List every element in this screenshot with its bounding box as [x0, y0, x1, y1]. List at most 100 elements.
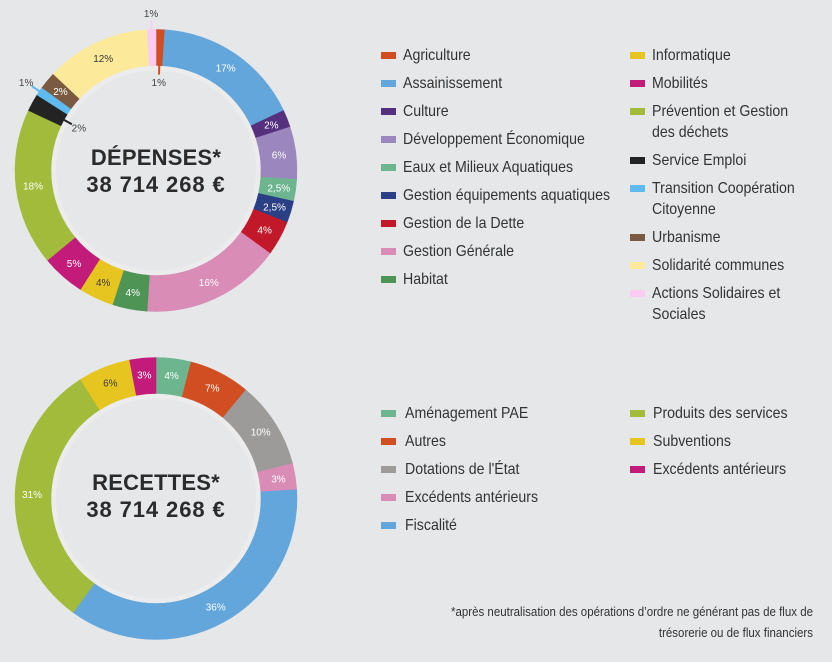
- legend-label: Gestion de la Dette: [403, 215, 525, 232]
- recettes-legend-column-1: Aménagement PAE Autres Dotations de l'État…: [381, 403, 555, 543]
- legend-label: Excédents antérieurs: [653, 461, 787, 478]
- legend-swatch-icon: [381, 80, 396, 87]
- slice-label-produits-des-services: 31%: [22, 490, 42, 501]
- slice-label-excedents-anterieurs: 3%: [271, 475, 286, 486]
- leader-line-service-emploi: [63, 119, 73, 126]
- legend-item-gestion-de-la-dette: Gestion de la Dette: [381, 213, 637, 234]
- legend-label: Mobilités: [652, 75, 708, 92]
- depenses-title: DÉPENSES*: [90, 145, 222, 170]
- legend-swatch-icon: [630, 52, 645, 59]
- legend-item-autres: Autres: [381, 431, 555, 452]
- legend-label: Gestion équipements aquatiques: [403, 187, 611, 204]
- legend-item-excedents-anterieurs: Excédents antérieurs: [381, 487, 555, 508]
- legend-label: Autres: [405, 433, 446, 450]
- recettes-total-amount: 38 714 268 €: [86, 497, 226, 522]
- legend-swatch-icon: [381, 136, 396, 143]
- slice-label-mobilites: 5%: [67, 259, 82, 270]
- legend-item-eaux-et-milieux-aquatiques: Eaux et Milieux Aquatiques: [381, 157, 637, 178]
- recettes-title: RECETTES*: [92, 470, 220, 495]
- legend-label: Développement Économique: [403, 131, 585, 148]
- legend-swatch-icon: [381, 466, 396, 473]
- legend-item-prevention-et-gestion-des-dechets: Prévention et Gestion des déchets: [630, 101, 822, 143]
- legend-swatch-icon: [381, 52, 396, 59]
- slice-actions-solidaires-et-sociales: [146, 29, 157, 66]
- legend-label: Subventions: [653, 433, 731, 450]
- legend-item-actions-solidaires-et-sociales: Actions Solidaires et Sociales: [630, 283, 822, 325]
- legend-swatch-icon: [381, 108, 396, 115]
- legend-swatch-icon: [630, 290, 645, 297]
- slice-label-developpement-economique: 6%: [272, 150, 287, 161]
- slice-label-habitat: 4%: [126, 288, 141, 299]
- legend-swatch-icon: [630, 80, 645, 87]
- legend-item-gestion-equipements-aquatiques: Gestion équipements aquatiques: [381, 185, 637, 206]
- legend-swatch-icon: [381, 438, 396, 445]
- legend-label: Informatique: [652, 47, 731, 64]
- slice-label-dotations-de-l-etat: 10%: [251, 428, 271, 439]
- legend-item-excedents-anterieurs: Excédents antérieurs: [630, 459, 823, 480]
- footnote: *après neutralisation des opérations d’o…: [450, 604, 813, 640]
- legend-label: Gestion Générale: [403, 243, 514, 260]
- legend-label: Agriculture: [403, 47, 471, 64]
- legend-label: Culture: [403, 103, 449, 120]
- depenses-legend-column-1: Agriculture Assainissement Culture Développ…: [381, 45, 637, 297]
- legend-swatch-icon: [381, 164, 396, 171]
- legend-swatch-icon: [630, 410, 645, 417]
- legend-item-amenagement-pae: Aménagement PAE: [381, 403, 555, 424]
- slice-label-service-emploi: 2%: [72, 124, 87, 135]
- legend-swatch-icon: [381, 410, 396, 417]
- legend-swatch-icon: [381, 494, 396, 501]
- legend-label: Aménagement PAE: [405, 405, 529, 422]
- slice-label-informatique: 4%: [96, 278, 111, 289]
- legend-swatch-icon: [630, 466, 645, 473]
- legend-item-culture: Culture: [381, 101, 637, 122]
- slice-label-agriculture: 1%: [152, 78, 167, 89]
- legend-label: Produits des services: [653, 405, 788, 422]
- slice-fiscalite: [72, 489, 298, 640]
- legend-swatch-icon: [630, 262, 645, 269]
- legend-item-mobilites: Mobilités: [630, 73, 822, 94]
- legend-label: Urbanisme: [652, 229, 721, 246]
- slice-label-gestion-equipements-aquatiques: 2,5%: [263, 202, 286, 213]
- legend-item-agriculture: Agriculture: [381, 45, 637, 66]
- legend-label: Dotations de l'État: [405, 461, 520, 478]
- slice-label-transition-cooperation-citoyenne: 1%: [19, 78, 34, 89]
- slice-label-subventions: 6%: [103, 379, 118, 390]
- legend-swatch-icon: [381, 248, 396, 255]
- legend-item-dotations-de-l-etat: Dotations de l'État: [381, 459, 555, 480]
- legend-label: Assainissement: [403, 75, 503, 92]
- legend-swatch-icon: [381, 192, 396, 199]
- recettes-donut: 4% 7% 10% 3% 36% 31% 6% 3%: [14, 357, 298, 640]
- donut-inner-shade: [51, 65, 261, 276]
- legend-item-developpement-economique: Développement Économique: [381, 129, 637, 150]
- legend-label: Actions Solidaires et Sociales: [652, 285, 781, 323]
- slice-label-amenagement-pae: 4%: [164, 371, 179, 382]
- slice-label-fiscalite: 36%: [206, 603, 226, 614]
- legend-label: Prévention et Gestion des déchets: [652, 103, 789, 141]
- legend-swatch-icon: [381, 220, 396, 227]
- slice-label-actions-solidaires-et-sociales: 1%: [144, 9, 159, 20]
- legend-swatch-icon: [630, 185, 645, 192]
- slice-label-prevention-et-gestion-des-dechets: 18%: [23, 182, 43, 193]
- slice-assainissement: [162, 29, 284, 127]
- donut-inner-shade: [51, 393, 261, 604]
- legend-swatch-icon: [381, 522, 396, 529]
- legend-label: Service Emploi: [652, 152, 747, 169]
- slice-label-urbanisme: 2%: [53, 87, 68, 98]
- legend-label: Habitat: [403, 271, 448, 288]
- slice-label-autres: 7%: [205, 384, 220, 395]
- legend-item-urbanisme: Urbanisme: [630, 227, 822, 248]
- slice-label-eaux-et-milieux-aquatiques: 2,5%: [267, 183, 290, 194]
- depenses-legend-column-2: Informatique Mobilités Prévention et Gesti…: [630, 45, 822, 332]
- legend-item-habitat: Habitat: [381, 269, 637, 290]
- legend-label: Fiscalité: [405, 517, 457, 534]
- legend-label: Excédents antérieurs: [405, 489, 539, 506]
- leader-line-transition-cooperation-citoyenne: [31, 85, 40, 93]
- legend-item-subventions: Subventions: [630, 431, 823, 452]
- legend-label: Transition Coopération Citoyenne: [652, 180, 795, 218]
- legend-item-transition-cooperation-citoyenne: Transition Coopération Citoyenne: [630, 178, 822, 220]
- depenses-total-amount: 38 714 268 €: [86, 172, 226, 197]
- legend-item-fiscalite: Fiscalité: [381, 515, 555, 536]
- legend-label: Solidarité communes: [652, 257, 785, 274]
- slice-label-culture: 2%: [264, 120, 279, 131]
